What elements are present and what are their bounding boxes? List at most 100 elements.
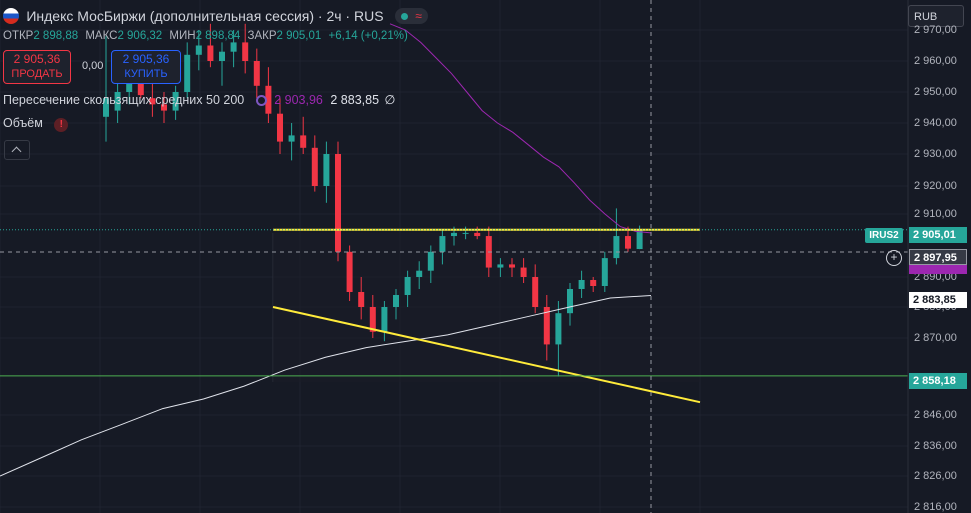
- ohlc-row: ОТКР2 898,88 МАКС2 906,32 МИН2 898,84 ЗА…: [3, 30, 408, 42]
- price-tick: 2 910,00: [914, 208, 957, 220]
- candle-body: [427, 251, 434, 271]
- open-value: 2 898,88: [33, 30, 79, 42]
- crosshair-add-icon[interactable]: +: [886, 250, 902, 266]
- candle-body: [381, 307, 388, 332]
- ma-suffix: ∅: [384, 93, 396, 107]
- candle-body: [195, 45, 202, 55]
- candle-body: [416, 270, 423, 277]
- change-value: +6,14 (+0,21%): [328, 30, 408, 42]
- candle-body: [439, 236, 446, 252]
- buy-label: КУПИТЬ: [124, 68, 168, 80]
- sell-button[interactable]: 2 905,36 ПРОДАТЬ: [3, 50, 71, 84]
- symbol-tag: IRUS2: [865, 228, 903, 243]
- ma-settings-icon[interactable]: [255, 95, 267, 107]
- candle-body: [613, 236, 620, 259]
- candle-body: [462, 232, 469, 234]
- price-tick: 2 970,00: [914, 24, 957, 36]
- candle-body: [184, 54, 191, 92]
- open-label: ОТКР: [3, 30, 34, 42]
- ma-fast-line: [389, 23, 652, 234]
- candle-body: [242, 42, 249, 61]
- collapse-indicators-button[interactable]: [4, 140, 30, 160]
- buy-button[interactable]: 2 905,36 КУПИТЬ: [111, 50, 181, 84]
- ma-indicator-row[interactable]: Пересечение скользящих средних 50 200 2 …: [3, 92, 395, 107]
- candle-body: [103, 98, 109, 117]
- candle-body: [404, 277, 411, 295]
- trendline-bottom[interactable]: [272, 306, 701, 404]
- candle-body: [567, 289, 573, 314]
- last-price-label: 2 905,01: [909, 227, 967, 243]
- candle-body: [323, 154, 330, 186]
- header-row: Индекс МосБиржи (дополнительная сессия) …: [3, 8, 428, 24]
- chart-title[interactable]: Индекс МосБиржи (дополнительная сессия) …: [26, 8, 384, 24]
- candle-body: [137, 76, 144, 96]
- buy-price: 2 905,36: [122, 52, 170, 66]
- price-tick: 2 890,00: [914, 271, 957, 283]
- candle-body: [335, 154, 341, 252]
- candle-body: [358, 292, 365, 307]
- crosshair-price-label: 2 897,95: [909, 249, 967, 265]
- price-tick: 2 846,00: [914, 409, 957, 421]
- candle-body: [219, 51, 225, 61]
- candle-body: [265, 85, 272, 114]
- candle-body: [277, 113, 283, 142]
- candle-body: [601, 258, 608, 286]
- volume-title: Объём: [3, 116, 43, 130]
- sell-price: 2 905,36: [13, 52, 61, 66]
- candle-body: [543, 307, 550, 345]
- spread-value: 0,00: [82, 60, 104, 72]
- price-tick: 2 950,00: [914, 86, 957, 98]
- price-tick: 2 920,00: [914, 180, 957, 192]
- ma-value-2: 2 883,85: [330, 93, 380, 107]
- high-value: 2 906,32: [117, 30, 163, 42]
- candle-body: [288, 135, 295, 142]
- high-label: МАКС: [85, 30, 118, 42]
- candle-body: [300, 135, 307, 148]
- candle-body: [149, 98, 156, 105]
- price-tick: 2 816,00: [914, 501, 957, 513]
- price-tick: 2 930,00: [914, 148, 957, 160]
- ma-slow-price-label: 2 883,85: [909, 292, 967, 308]
- ma-indicator-title: Пересечение скользящих средних 50 200: [3, 93, 245, 107]
- low-value: 2 898,84: [195, 30, 241, 42]
- volume-indicator-row[interactable]: Объём !: [3, 116, 69, 132]
- candle-body: [590, 280, 597, 286]
- price-tick: 2 826,00: [914, 470, 957, 482]
- close-value: 2 905,01: [276, 30, 322, 42]
- russia-flag-icon: [3, 8, 19, 24]
- candle-body: [555, 313, 562, 345]
- candle-body: [578, 280, 585, 289]
- candle-body: [126, 76, 133, 92]
- candle-body: [625, 236, 631, 249]
- status-dot-icon: [400, 13, 408, 20]
- currency-selector[interactable]: RUB: [908, 5, 964, 27]
- pattern-icon: ≈: [415, 9, 422, 23]
- volume-warning-icon[interactable]: !: [54, 118, 69, 132]
- candle-body: [207, 45, 214, 61]
- candle-body: [253, 61, 260, 86]
- candle-body: [311, 147, 318, 186]
- low-label: МИН: [169, 30, 196, 42]
- candle-body: [161, 104, 167, 111]
- price-tick: 2 870,00: [914, 332, 957, 344]
- candle-body: [346, 251, 353, 292]
- candle-body: [230, 42, 237, 52]
- candle-body: [497, 264, 504, 268]
- price-tick: 2 960,00: [914, 55, 957, 67]
- candle-body: [393, 295, 399, 307]
- hline-price-label: 2 858,18: [909, 373, 967, 389]
- candle-body: [451, 232, 457, 237]
- market-status-badge[interactable]: ≈: [394, 8, 428, 24]
- currency-value: RUB: [914, 11, 938, 23]
- candle-body: [172, 92, 179, 111]
- ma-fast-scale-marker: [909, 262, 967, 274]
- price-tick: 2 836,00: [914, 440, 957, 452]
- candle-body: [520, 267, 527, 277]
- close-label: ЗАКР: [247, 30, 277, 42]
- sell-label: ПРОДАТЬ: [11, 68, 63, 80]
- candle-body: [369, 307, 376, 332]
- chevron-up-icon: [11, 146, 22, 157]
- price-tick: 2 940,00: [914, 117, 957, 129]
- candle-body: [114, 92, 121, 111]
